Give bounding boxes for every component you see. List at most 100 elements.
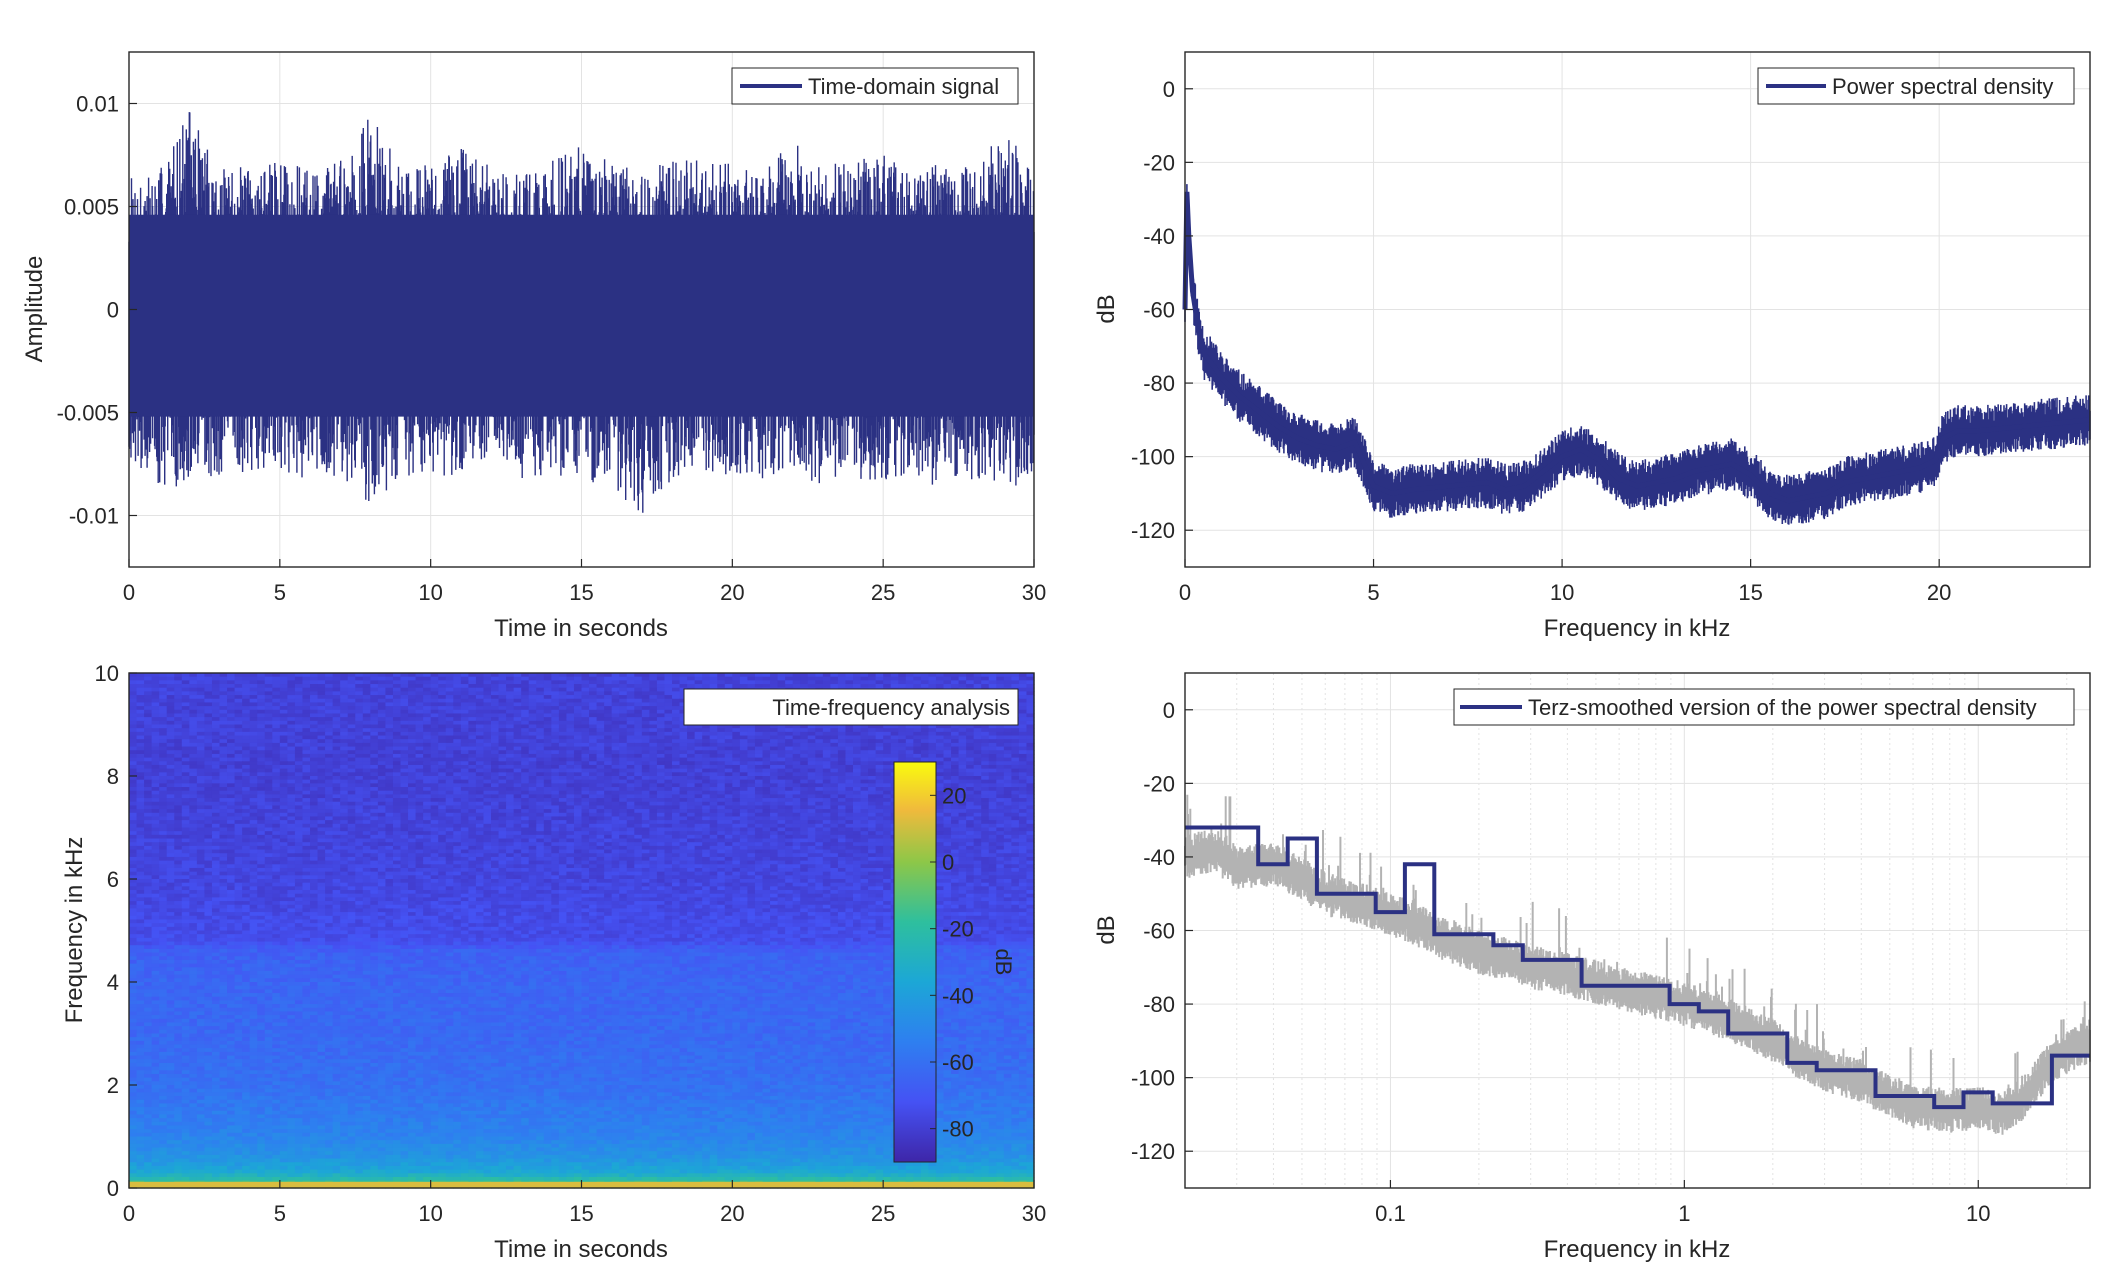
heatmap-cell [460,812,469,818]
heatmap-cell [491,783,500,788]
heatmap-cell [951,772,960,777]
heatmap-cell [702,742,711,748]
heatmap-cell [739,764,749,770]
heatmap-cell [287,805,296,810]
heatmap-cell [573,720,583,726]
heatmap-cell [294,768,304,773]
heatmap-cell [189,805,198,810]
heatmap-cell [958,761,967,766]
heatmap-cell [377,717,387,722]
heatmap-cell [196,746,206,751]
heatmap-cell [181,776,190,781]
heatmap-cell [634,816,643,821]
heatmap-cell [151,816,160,821]
heatmap-cell [423,742,432,748]
heatmap-cell [958,805,967,810]
heatmap-cell [438,731,447,737]
heatmap-cell [445,728,454,733]
heatmap-cell [890,739,899,744]
heatmap-cell [392,794,402,799]
heatmap-cell [792,724,801,729]
heatmap-cell [460,809,469,814]
heatmap-cell [423,787,432,792]
heatmap-cell [709,776,718,781]
heatmap-cell [438,764,447,770]
heatmap-cell [408,801,417,807]
heatmap-cell [626,702,635,707]
heatmap-cell [204,706,213,711]
heatmap-cell [460,684,469,689]
heatmap-cell [679,739,688,744]
heatmap-cell [513,753,522,759]
heatmap-cell [649,695,658,700]
heatmap-cell [408,776,417,781]
heatmap-cell [754,680,764,685]
heatmap-cell [853,757,862,762]
heatmap-cell [641,673,650,678]
heatmap-cell [408,768,417,773]
heatmap-cell [837,783,847,788]
heatmap-cell [573,798,583,803]
heatmap-cell [249,753,258,759]
y-tick-label: -40 [1143,224,1175,249]
heatmap-cell [302,823,311,829]
heatmap-cell [935,776,945,781]
heatmap-cell [777,739,786,744]
heatmap-cell [853,801,862,807]
heatmap-cell [302,687,311,692]
heatmap-cell [868,820,877,825]
heatmap-cell [287,695,296,700]
heatmap-cell [317,724,326,729]
heatmap-cell [189,691,198,696]
heatmap-cell [347,805,356,810]
heatmap-cell [513,779,522,784]
heatmap-cell [1018,728,1028,733]
heatmap-cell [513,739,522,744]
heatmap-cell [362,783,371,788]
heatmap-cell [958,798,967,803]
heatmap-cell [408,794,417,799]
heatmap-cell [996,809,1005,814]
heatmap-cell [332,731,341,737]
heatmap-cell [649,724,658,729]
heatmap-cell [219,783,228,788]
heatmap-cell [325,768,334,773]
heatmap-cell [935,790,945,795]
heatmap-cell [181,772,190,777]
heatmap-cell [174,709,183,715]
heatmap-cell [973,783,982,788]
heatmap-cell [294,720,304,726]
heatmap-cell [1011,809,1020,814]
heatmap-cell [604,735,613,740]
heatmap-cell [249,713,258,718]
heatmap-cell [181,805,190,810]
heatmap-cell [460,750,469,755]
heatmap-cell [181,823,190,829]
heatmap-cell [385,790,394,795]
heatmap-cell [159,739,168,744]
heatmap-cell [807,742,816,748]
heatmap-cell [234,753,243,759]
heatmap-cell [551,717,560,722]
heatmap-cell [355,695,364,700]
heatmap-cell [664,805,673,810]
heatmap-cell [408,706,417,711]
heatmap-cell [739,805,749,810]
heatmap-cell [219,728,228,733]
heatmap-cell [249,809,258,814]
heatmap-cell [935,750,945,755]
heatmap-cell [679,731,688,737]
heatmap-cell [272,820,281,825]
heatmap-cell [656,684,666,689]
heatmap-cell [174,753,183,759]
heatmap-cell [943,772,952,777]
heatmap-cell [785,753,794,759]
heatmap-cell [144,805,153,810]
heatmap-cell [543,820,552,825]
heatmap-cell [136,750,145,755]
heatmap-cell [566,676,575,681]
heatmap-cell [604,702,613,707]
heatmap-cell [717,753,726,759]
heatmap-cell [815,746,824,751]
heatmap-cell [453,680,462,685]
